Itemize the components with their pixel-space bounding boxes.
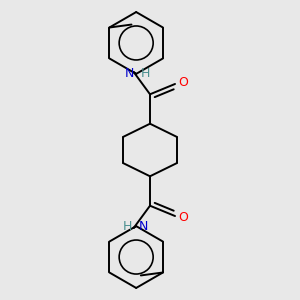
Text: O: O <box>178 211 188 224</box>
Text: H: H <box>141 67 151 80</box>
Text: H: H <box>123 220 132 233</box>
Text: O: O <box>178 76 188 89</box>
Text: N: N <box>139 220 148 233</box>
Text: N: N <box>125 67 134 80</box>
